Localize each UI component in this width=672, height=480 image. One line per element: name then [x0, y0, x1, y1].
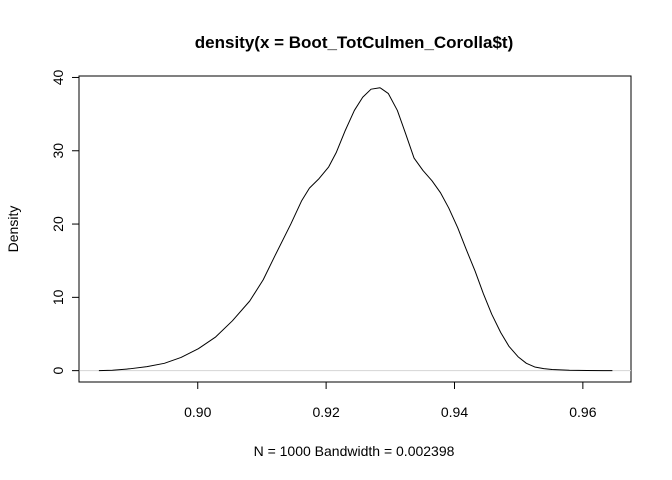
- y-tick-label: 40: [50, 69, 66, 85]
- x-axis: 0.90 0.92 0.94 0.96: [184, 381, 597, 420]
- chart-title: density(x = Boot_TotCulmen_Corolla$t): [195, 33, 513, 52]
- x-tick-label: 0.92: [312, 404, 339, 420]
- x-tick-label: 0.96: [569, 404, 596, 420]
- y-tick-label: 0: [50, 367, 66, 375]
- x-axis-label: N = 1000 Bandwidth = 0.002398: [254, 443, 455, 459]
- y-axis-label: Density: [5, 206, 21, 253]
- plot-frame: [78, 75, 632, 383]
- x-tick-label: 0.90: [184, 404, 211, 420]
- y-tick-label: 20: [50, 216, 66, 232]
- series-layer: [98, 87, 613, 372]
- y-axis: 0 10 20 30 40: [50, 69, 80, 375]
- y-tick-label: 30: [50, 143, 66, 159]
- density-curve: [98, 87, 613, 372]
- y-tick-label: 10: [50, 289, 66, 305]
- x-tick-label: 0.94: [441, 404, 468, 420]
